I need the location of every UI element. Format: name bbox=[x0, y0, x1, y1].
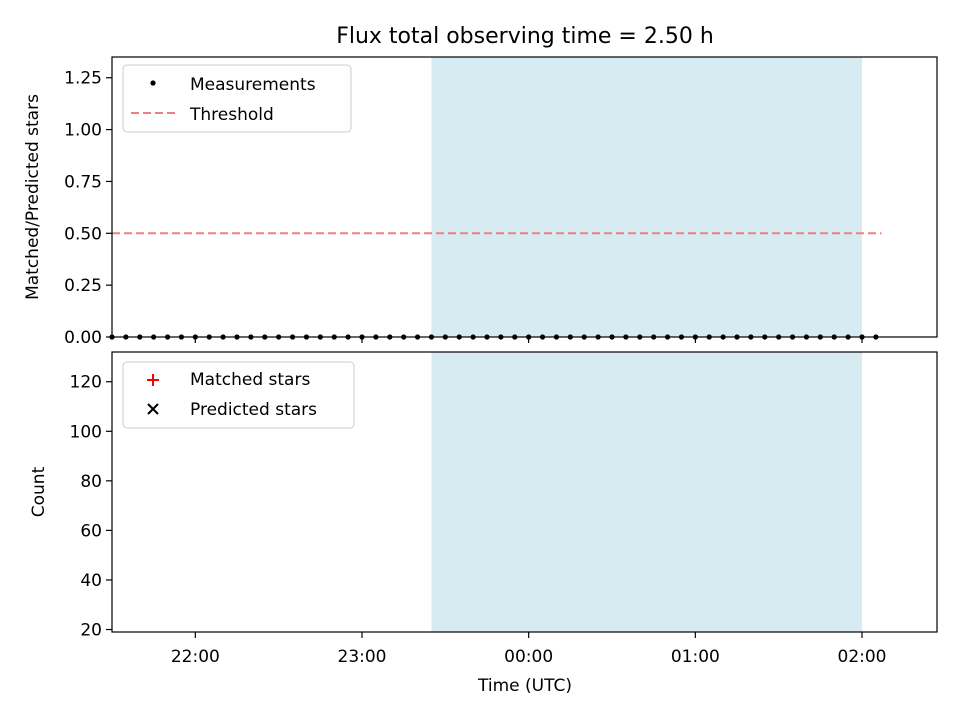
y-tick-label: 0.25 bbox=[64, 276, 102, 296]
y-tick-label: 40 bbox=[80, 571, 102, 591]
top-legend: Measurements Threshold bbox=[122, 64, 352, 133]
y-tick-label: 0.75 bbox=[64, 172, 102, 192]
x-tick-label: 00:00 bbox=[504, 647, 553, 667]
y-tick-label: 120 bbox=[70, 373, 102, 393]
x-tick-label: 23:00 bbox=[338, 647, 387, 667]
y-tick-label: 20 bbox=[80, 621, 102, 641]
observing-window-shade-bottom bbox=[431, 352, 862, 632]
y-tick-label: 60 bbox=[80, 521, 102, 541]
bottom-plot-panel: 20 40 60 80 100 120 22:00 23:00 00:00 01:00 02:00… bbox=[29, 351, 938, 696]
y-tick-label: 80 bbox=[80, 472, 102, 492]
legend-marker-predicted bbox=[147, 403, 159, 415]
chart-title: Flux total observing time = 2.50 h bbox=[336, 24, 714, 49]
observing-window-shade-top bbox=[431, 57, 862, 337]
bottom-legend: Matched stars Predicted stars bbox=[122, 361, 355, 429]
top-y-axis-label: Matched/Predicted stars bbox=[23, 94, 43, 300]
legend-label-threshold: Threshold bbox=[189, 105, 274, 125]
bottom-y-axis: 20 40 60 80 100 120 bbox=[70, 373, 112, 641]
legend-label-predicted: Predicted stars bbox=[190, 400, 317, 420]
y-tick-label: 1.25 bbox=[64, 69, 102, 89]
top-x-tick-marks bbox=[194, 337, 863, 343]
y-tick-label: 100 bbox=[70, 422, 102, 442]
x-tick-label: 22:00 bbox=[171, 647, 220, 667]
legend-label-measurements: Measurements bbox=[190, 75, 316, 95]
x-axis-label: Time (UTC) bbox=[477, 676, 572, 696]
y-tick-label: 0.00 bbox=[64, 328, 102, 348]
legend-label-matched: Matched stars bbox=[190, 370, 310, 390]
top-legend-box bbox=[122, 64, 352, 133]
bottom-legend-box bbox=[122, 361, 355, 429]
bottom-x-axis: 22:00 23:00 00:00 01:00 02:00 bbox=[171, 632, 887, 667]
legend-marker-measurements bbox=[150, 80, 156, 86]
bottom-y-axis-label: Count bbox=[29, 466, 49, 517]
y-tick-label: 1.00 bbox=[64, 121, 102, 141]
legend-marker-matched bbox=[147, 374, 159, 386]
x-tick-label: 02:00 bbox=[838, 647, 887, 667]
top-plot-panel: 0.00 0.25 0.50 0.75 1.00 1.25 Matched/Predict… bbox=[23, 56, 938, 348]
top-plot-frame bbox=[111, 56, 938, 338]
top-y-axis: 0.00 0.25 0.50 0.75 1.00 1.25 bbox=[64, 69, 112, 348]
y-tick-label: 0.50 bbox=[64, 224, 102, 244]
bottom-plot-frame bbox=[111, 351, 938, 633]
x-tick-label: 01:00 bbox=[671, 647, 720, 667]
